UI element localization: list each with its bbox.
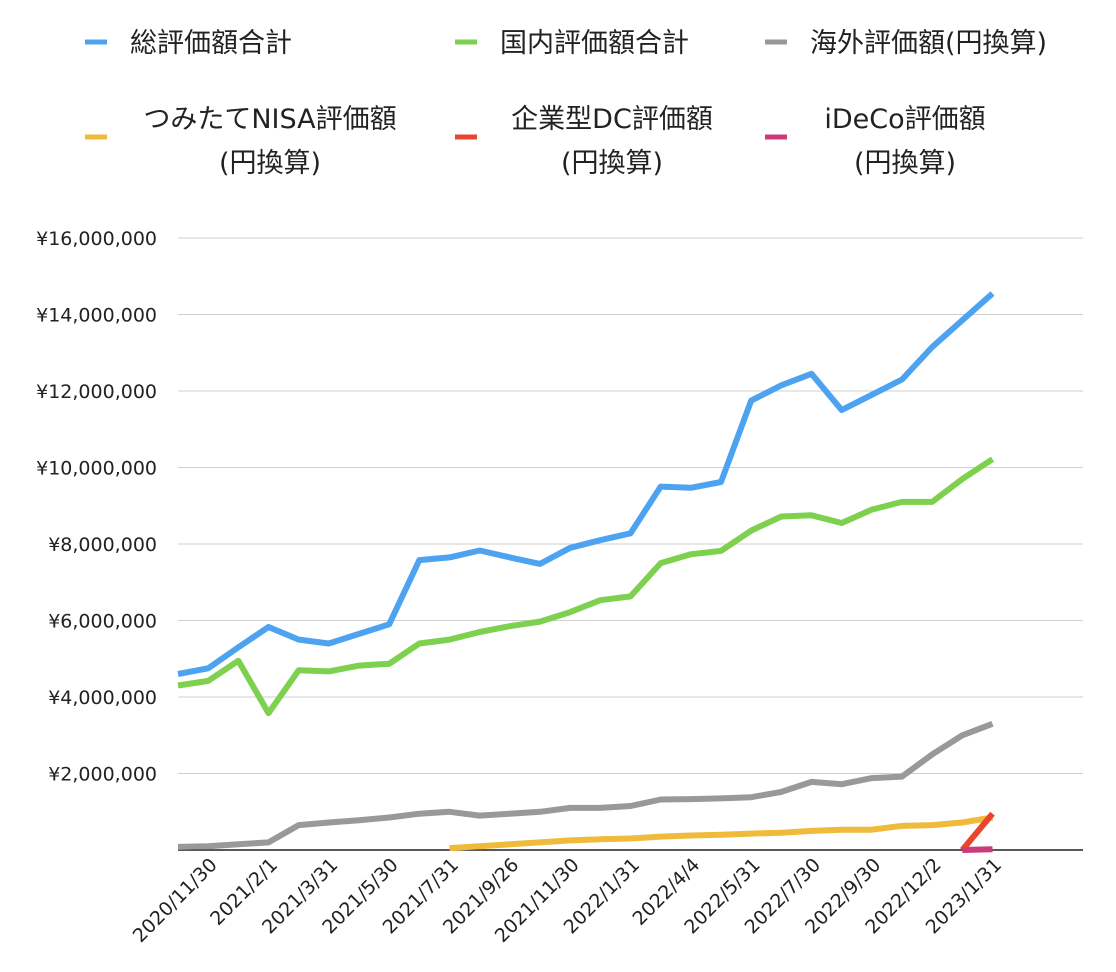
series-line: [962, 846, 993, 853]
legend-line: iDeCo評価額: [824, 104, 985, 135]
legend-line: (円換算): [219, 148, 321, 179]
legend-line: (円換算): [854, 148, 956, 179]
series-line: [177, 720, 994, 850]
legend-label: 海外評価額(円換算): [810, 28, 1047, 59]
legend-label: つみたてNISA評価額 (円換算): [143, 104, 396, 179]
legend-line: つみたてNISA評価額: [143, 104, 396, 135]
legend-label: 企業型DC評価額 (円換算): [511, 104, 713, 179]
y-tick-label: ¥16,000,000: [36, 228, 157, 250]
legend-label: iDeCo評価額 (円換算): [824, 104, 985, 179]
legend-line: 海外評価額(円換算): [810, 28, 1047, 59]
legend-line: (円換算): [561, 148, 663, 179]
y-tick-label: ¥4,000,000: [48, 687, 157, 709]
legend-line: 総評価額合計: [130, 28, 292, 59]
series-line: [177, 291, 995, 677]
series-line: [177, 456, 995, 717]
series-line: [959, 811, 995, 852]
y-tick-label: ¥14,000,000: [36, 305, 157, 327]
x-tick-label: 2020/11/30: [129, 854, 222, 947]
y-tick-label: ¥6,000,000: [48, 611, 157, 633]
y-tick-label: ¥10,000,000: [36, 458, 157, 480]
legend-line: 企業型DC評価額: [511, 104, 713, 135]
legend-label: 国内評価額合計: [500, 28, 689, 59]
y-tick-label: ¥8,000,000: [48, 534, 157, 556]
y-tick-label: ¥2,000,000: [48, 764, 157, 786]
series-line: [449, 814, 993, 852]
y-tick-label: ¥12,000,000: [36, 381, 157, 403]
legend-line: 国内評価額合計: [500, 28, 689, 59]
legend-label: 総評価額合計: [130, 28, 292, 59]
